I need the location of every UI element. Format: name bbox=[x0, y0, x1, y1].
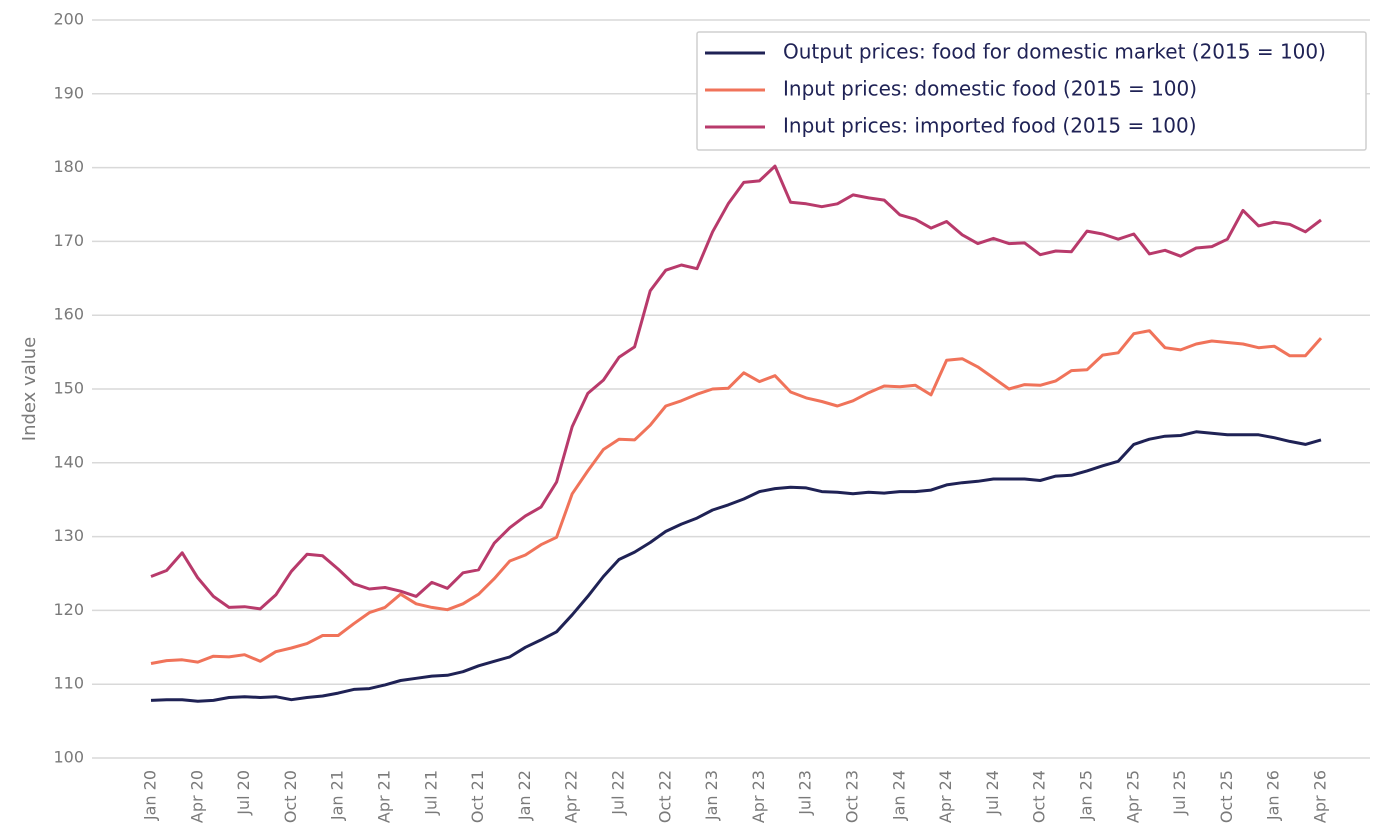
series-line bbox=[150, 329, 1323, 665]
x-tick-label: Jul 22 bbox=[609, 770, 628, 816]
y-tick-label: 100 bbox=[53, 748, 84, 767]
x-tick-label: Apr 20 bbox=[187, 770, 206, 823]
y-tick-label: 170 bbox=[53, 231, 84, 250]
y-tick-label: 110 bbox=[53, 674, 84, 693]
legend: Output prices: food for domestic market … bbox=[696, 31, 1367, 151]
x-tick-label: Oct 25 bbox=[1217, 770, 1236, 823]
y-tick-label: 180 bbox=[53, 157, 84, 176]
x-tick-label: Oct 24 bbox=[1030, 770, 1049, 823]
x-tick-label: Oct 20 bbox=[281, 770, 300, 823]
x-tick-label: Oct 23 bbox=[843, 770, 862, 823]
legend-label: Input prices: domestic food (2015 = 100) bbox=[783, 77, 1197, 101]
x-tick-label: Oct 22 bbox=[655, 770, 674, 823]
x-tick-label: Oct 21 bbox=[468, 770, 487, 823]
x-tick-label: Jan 21 bbox=[328, 770, 347, 821]
x-tick-label: Jul 24 bbox=[983, 770, 1002, 816]
legend-box bbox=[696, 31, 1367, 151]
series-line bbox=[150, 164, 1322, 611]
y-tick-label: 130 bbox=[53, 526, 84, 545]
y-tick-label: 160 bbox=[53, 305, 84, 324]
y-tick-label: 120 bbox=[53, 600, 84, 619]
x-tick-label: Jan 26 bbox=[1264, 770, 1283, 821]
legend-label: Output prices: food for domestic market … bbox=[783, 40, 1326, 64]
x-tick-label: Apr 25 bbox=[1123, 770, 1142, 823]
legend-label: Input prices: imported food (2015 = 100) bbox=[783, 114, 1197, 138]
y-tick-label: 190 bbox=[53, 83, 84, 102]
x-tick-label: Jul 20 bbox=[234, 770, 253, 816]
x-tick-label: Jan 22 bbox=[515, 770, 534, 821]
x-tick-label: Jan 23 bbox=[702, 770, 721, 821]
series-line bbox=[150, 430, 1322, 703]
x-tick-label: Apr 21 bbox=[375, 770, 394, 823]
x-tick-label: Apr 24 bbox=[936, 770, 955, 823]
y-tick-label: 150 bbox=[53, 379, 84, 398]
x-tick-label: Apr 26 bbox=[1311, 770, 1330, 823]
x-tick-label: Apr 23 bbox=[749, 770, 768, 823]
y-tick-label: 200 bbox=[53, 10, 84, 29]
y-tick-label: 140 bbox=[53, 452, 84, 471]
y-axis-label: Index value bbox=[19, 337, 40, 441]
x-tick-label: Jan 20 bbox=[141, 770, 160, 821]
x-tick-label: Jul 23 bbox=[796, 770, 815, 816]
x-tick-label: Jul 21 bbox=[421, 770, 440, 816]
x-tick-label: Jan 25 bbox=[1077, 770, 1096, 821]
x-tick-label: Jan 24 bbox=[889, 770, 908, 821]
x-tick-label: Jul 25 bbox=[1170, 770, 1189, 816]
x-tick-label: Apr 22 bbox=[562, 770, 581, 823]
